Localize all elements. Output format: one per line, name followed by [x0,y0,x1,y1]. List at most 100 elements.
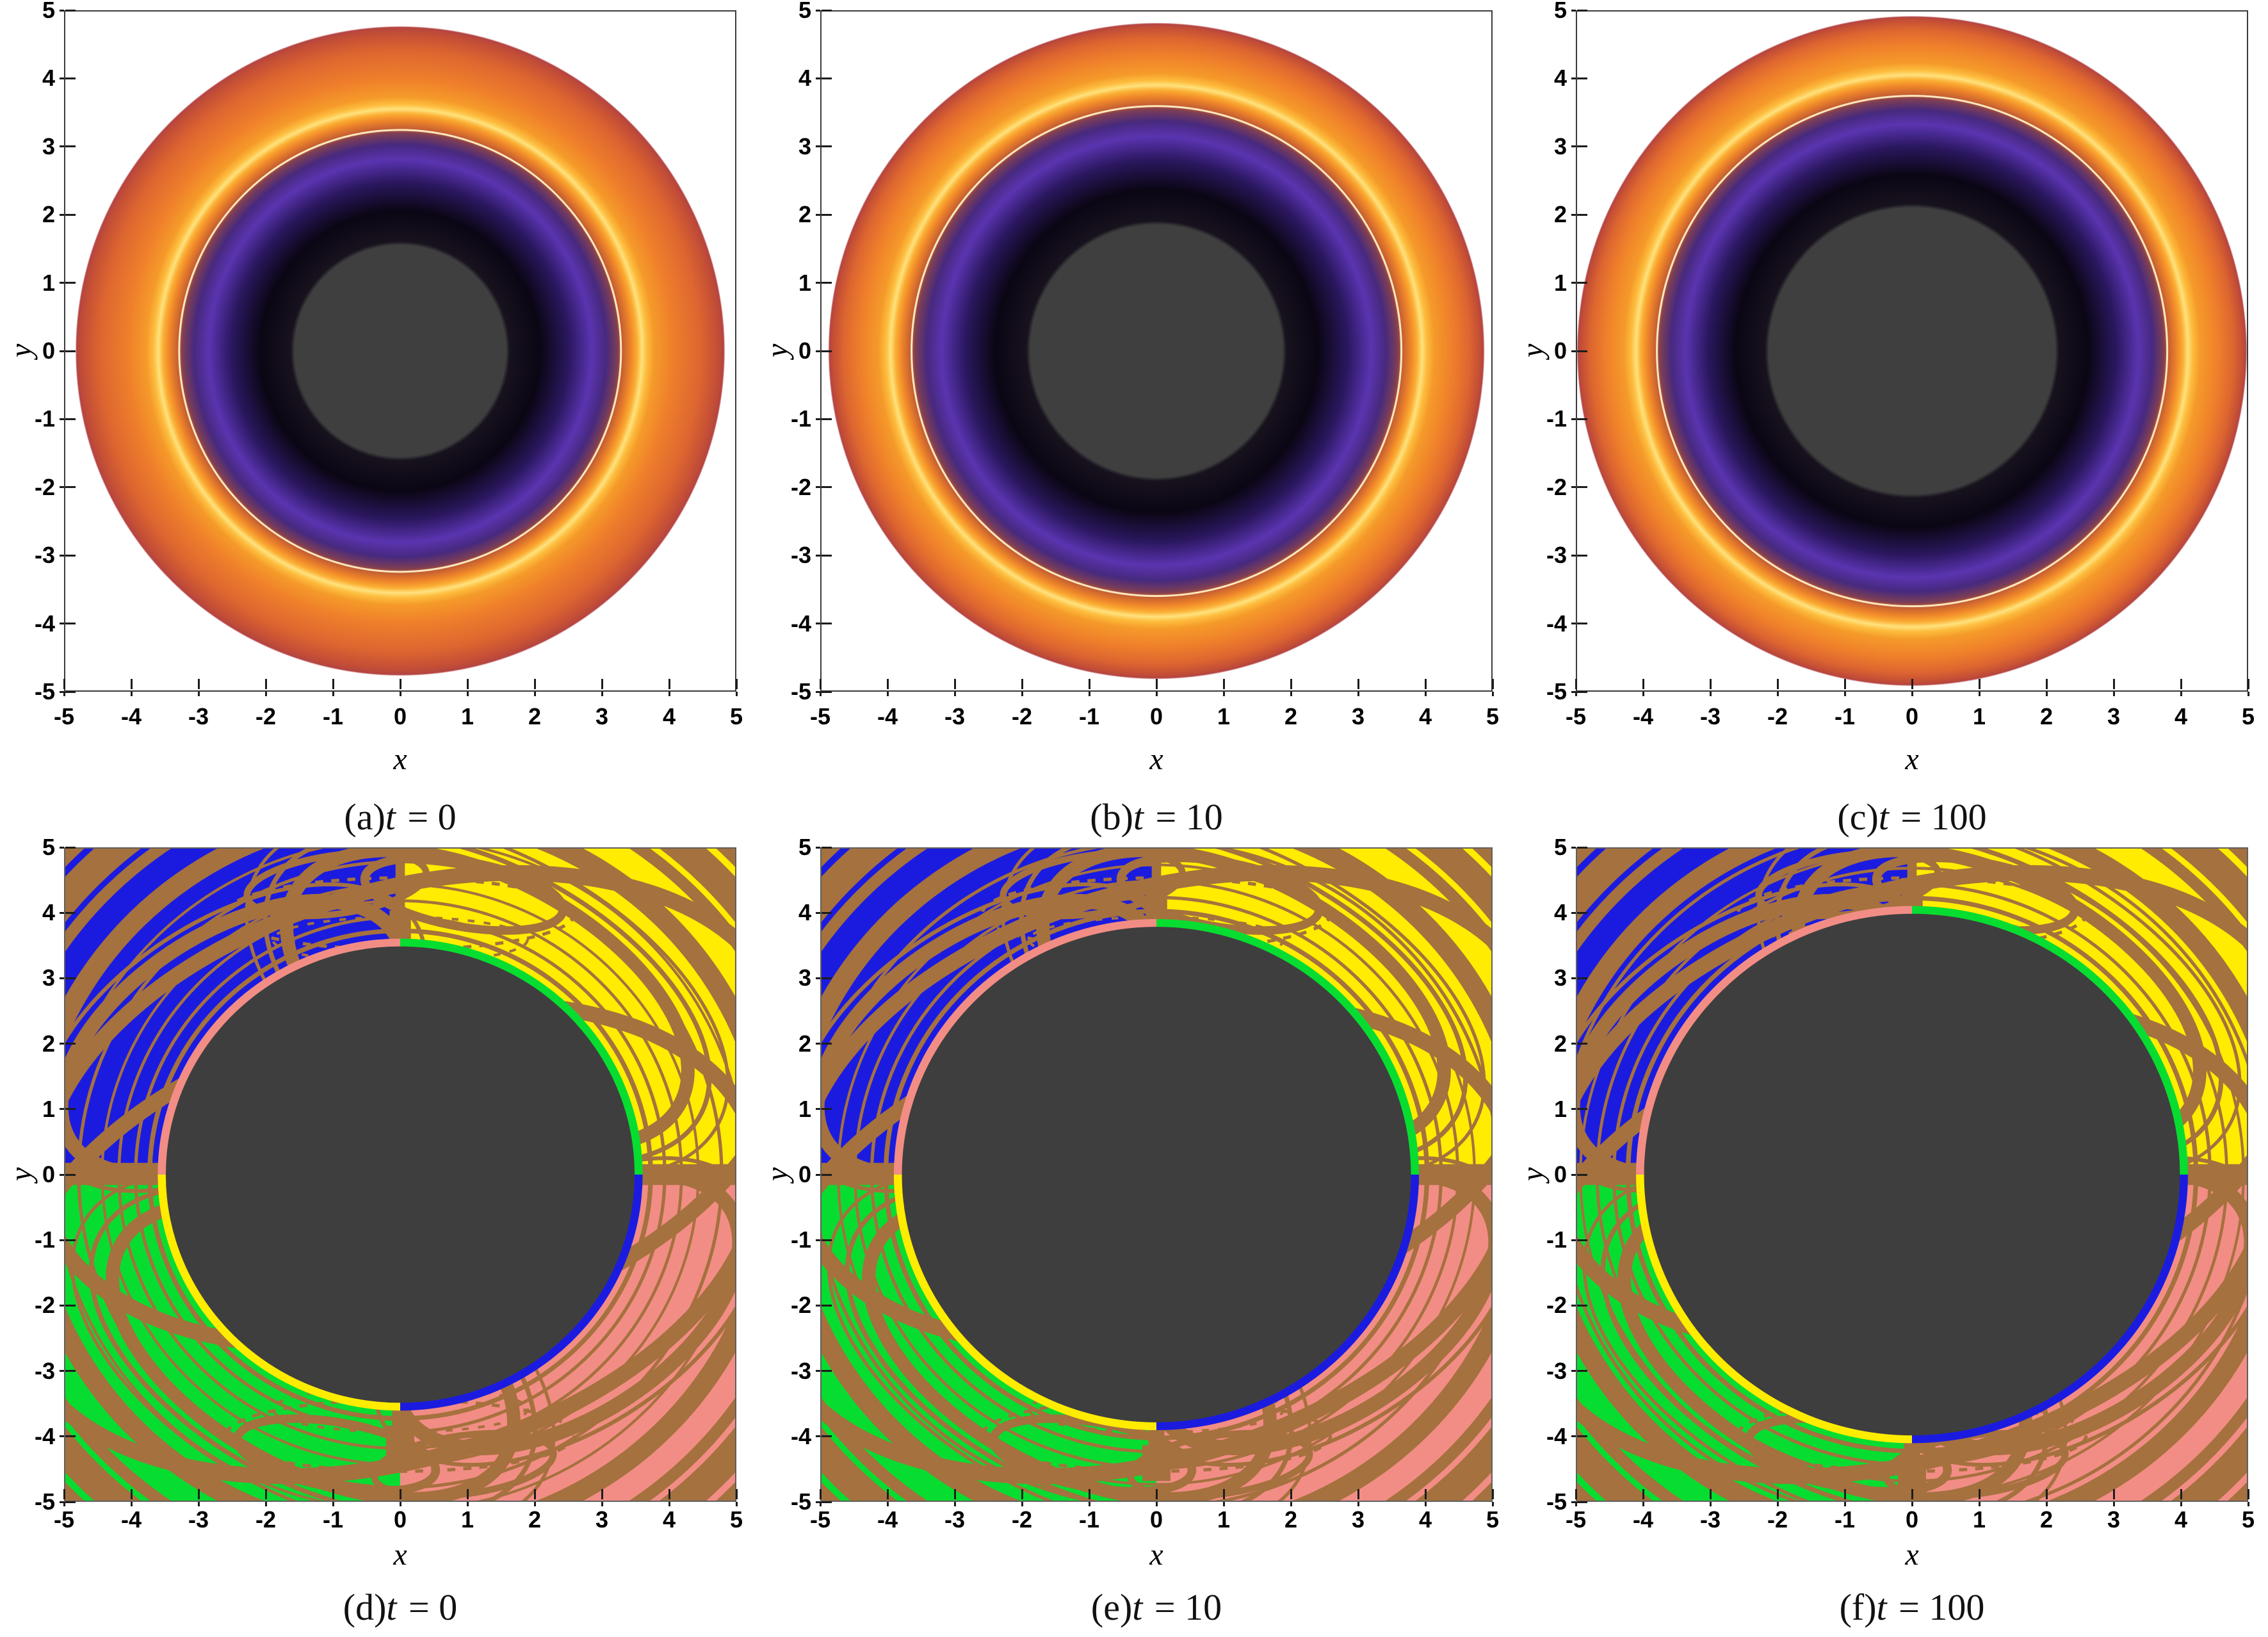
x-tick-mark [130,1502,133,1506]
y-tick-mark [816,1304,820,1307]
y-tick-label: -4 [1546,610,1567,637]
y-tick-label: 3 [798,133,811,159]
panel-a: y x (a)t = 0 -5 -5 -4 -4 -3 -3 -2 -2 -1 -1 0 0 1 1 2 2 3… [0,0,756,845]
x-axis-label: x [393,1538,407,1572]
y-tick-mark [1577,1043,1587,1045]
x-tick-label: 4 [2174,703,2188,729]
caption-b: (b)t = 10 [779,795,1534,838]
y-tick-mark [65,282,76,284]
x-tick-label: -2 [1767,703,1788,729]
y-tick-label: -2 [790,473,811,500]
y-tick-mark [60,1043,64,1045]
x-tick-label: 3 [2107,1506,2121,1533]
x-tick-mark [1843,692,1846,696]
y-tick-label: -5 [790,678,811,704]
x-tick-mark [1021,1489,1023,1499]
x-axis-label: x [1905,742,1919,776]
x-tick-mark [1222,679,1225,689]
x-tick-mark [1021,679,1023,689]
y-tick-mark [65,1370,76,1372]
y-tick-mark [1571,213,1576,216]
basin-plot [822,849,1491,1501]
x-tick-mark [130,679,133,689]
x-tick-mark [601,1502,603,1506]
x-tick-mark [1424,692,1427,696]
x-tick-label: 4 [662,703,676,729]
x-tick-mark [2247,1502,2249,1506]
x-tick-label: -3 [1699,703,1721,729]
y-tick-label: 4 [798,65,811,92]
x-tick-mark [735,1489,738,1499]
y-tick-mark [65,690,76,693]
caption-value: = 100 [1889,1586,1985,1628]
y-tick-label: 2 [1553,201,1567,228]
y-tick-label: -3 [34,1357,55,1384]
x-tick-mark [819,1489,822,1499]
caption-index: (a) [344,796,385,838]
y-tick-mark [65,1501,76,1503]
y-tick-mark [65,418,76,420]
shadow-disk [165,946,635,1403]
y-tick-mark [65,486,76,489]
x-tick-label: 0 [393,1506,407,1533]
x-tick-mark [1843,1502,1846,1506]
x-tick-mark [735,692,738,696]
y-tick-label: -3 [790,542,811,569]
caption-value: = 10 [1145,1586,1222,1628]
y-tick-label: 1 [1553,269,1567,296]
x-tick-label: -5 [1565,1506,1586,1533]
x-tick-label: 2 [2039,703,2053,729]
y-tick-mark [1577,1173,1587,1176]
basin-plot [65,849,735,1501]
y-tick-mark [822,1239,832,1241]
y-tick-label: 5 [42,834,55,860]
y-tick-mark [1571,1435,1576,1438]
x-tick-mark [466,692,469,696]
y-tick-label: 4 [1553,65,1567,92]
y-tick-mark [1577,486,1587,489]
y-tick-mark [822,1435,832,1438]
x-tick-mark [1709,692,1712,696]
x-tick-mark [886,1489,889,1499]
plot-area-d [64,847,736,1502]
x-tick-label: -3 [188,1506,209,1533]
x-tick-mark [466,679,469,689]
y-tick-mark [816,350,820,352]
y-tick-label: -1 [1546,1226,1567,1253]
x-tick-label: -4 [1632,1506,1653,1533]
x-tick-mark [1491,1489,1494,1499]
x-tick-mark [197,679,200,689]
x-tick-label: 0 [1905,1506,1919,1533]
y-tick-mark [60,213,64,216]
y-tick-label: -3 [790,1357,811,1384]
x-tick-label: 3 [1351,703,1365,729]
y-tick-mark [822,418,832,420]
y-tick-mark [816,1370,820,1372]
x-tick-mark [1709,679,1712,689]
y-tick-mark [822,623,832,625]
y-tick-mark [65,1108,76,1111]
x-tick-mark [819,692,822,696]
x-tick-mark [1575,679,1577,689]
x-tick-mark [1642,692,1644,696]
y-tick-label: -1 [34,1226,55,1253]
y-tick-mark [65,623,76,625]
y-tick-label: 3 [1553,965,1567,991]
x-tick-label: 2 [1284,1506,1298,1533]
y-tick-mark [1571,282,1576,284]
x-tick-mark [1642,1502,1644,1506]
x-tick-mark [1843,1489,1846,1499]
x-tick-mark [1088,679,1090,689]
plot-area-e [820,847,1493,1502]
y-tick-mark [1577,1435,1587,1438]
x-tick-mark [2180,692,2182,696]
y-tick-mark [65,911,76,914]
y-tick-mark [816,1043,820,1045]
y-tick-mark [822,1370,832,1372]
y-tick-mark [60,977,64,979]
x-tick-mark [819,1502,822,1506]
x-tick-label: -1 [1834,703,1855,729]
y-tick-mark [1577,977,1587,979]
y-tick-mark [1571,690,1576,693]
panel-f: y x (f)t = 100 -5 -5 -4 -4 -3 -3 -2 -2 -1 -1 0 0 1 1 2… [1512,835,2268,1637]
